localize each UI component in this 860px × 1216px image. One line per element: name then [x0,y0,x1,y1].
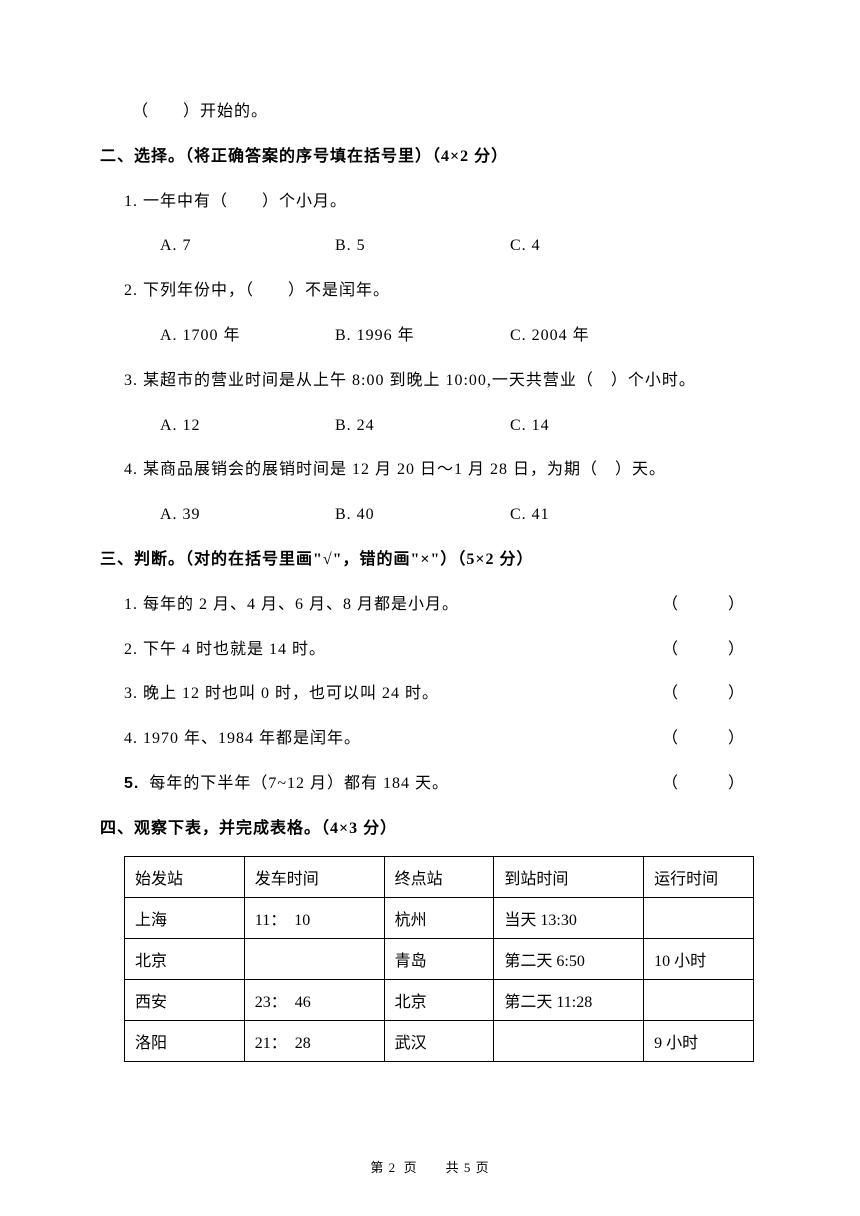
q2-4-opt-a: A. 39 [160,493,335,538]
table-row: 洛阳 21： 28 武汉 9 小时 [125,1020,754,1061]
section-4-title: 四、观察下表，并完成表格。（4×3 分） [100,807,760,852]
q3-5-stem: 5. 每年的下半年（7~12 月）都有 184 天。 [124,762,449,807]
cell [244,938,384,979]
q2-4-opt-c: C. 41 [510,493,685,538]
th-arrive: 到站时间 [494,856,644,897]
table-row: 北京 青岛 第二天 6:50 10 小时 [125,938,754,979]
th-duration: 运行时间 [644,856,754,897]
q2-1-opt-c: C. 4 [510,224,685,269]
q2-1-options: A. 7 B. 5 C. 4 [100,224,760,269]
q2-2-opt-b: B. 1996 年 [335,314,510,359]
cell: 第二天 6:50 [494,938,644,979]
q3-3-paren: （ ） [662,672,750,717]
q3-1-paren: （ ） [662,583,750,628]
q3-2-row: 2. 下午 4 时也就是 14 时。 （ ） [100,628,760,673]
q3-3-stem: 3. 晚上 12 时也叫 0 时，也可以叫 24 时。 [124,672,439,717]
q3-5-paren: （ ） [662,762,750,807]
q3-2-stem: 2. 下午 4 时也就是 14 时。 [124,628,326,673]
cell: 北京 [125,938,245,979]
q2-3-opt-c: C. 14 [510,404,685,449]
cell: 杭州 [384,897,494,938]
page-footer: 第 2 页 共 5 页 [0,1157,860,1176]
q2-1-opt-a: A. 7 [160,224,335,269]
q3-2-paren: （ ） [662,628,750,673]
th-depart: 发车时间 [244,856,384,897]
cell [494,1020,644,1061]
q2-2-options: A. 1700 年 B. 1996 年 C. 2004 年 [100,314,760,359]
table-header-row: 始发站 发车时间 终点站 到站时间 运行时间 [125,856,754,897]
th-end: 终点站 [384,856,494,897]
q2-3-options: A. 12 B. 24 C. 14 [100,404,760,449]
cell: 23： 46 [244,979,384,1020]
q2-4-opt-b: B. 40 [335,493,510,538]
q2-3-stem: 3. 某超市的营业时间是从上午 8:00 到晚上 10:00,一天共营业（ ）个… [100,359,760,404]
cell: 9 小时 [644,1020,754,1061]
q3-4-stem: 4. 1970 年、1984 年都是闰年。 [124,717,361,762]
q2-4-options: A. 39 B. 40 C. 41 [100,493,760,538]
q3-1-stem: 1. 每年的 2 月、4 月、6 月、8 月都是小月。 [124,583,459,628]
cell [644,979,754,1020]
q2-3-opt-b: B. 24 [335,404,510,449]
cell: 洛阳 [125,1020,245,1061]
schedule-table: 始发站 发车时间 终点站 到站时间 运行时间 上海 11： 10 杭州 当天 1… [124,856,754,1062]
cell: 西安 [125,979,245,1020]
q3-4-paren: （ ） [662,717,750,762]
cell: 21： 28 [244,1020,384,1061]
q2-2-opt-a: A. 1700 年 [160,314,335,359]
q2-3-opt-a: A. 12 [160,404,335,449]
cell: 北京 [384,979,494,1020]
q3-4-row: 4. 1970 年、1984 年都是闰年。 （ ） [100,717,760,762]
cell: 上海 [125,897,245,938]
cell: 青岛 [384,938,494,979]
cell [644,897,754,938]
section-2-title: 二、选择。（将正确答案的序号填在括号里）（4×2 分） [100,135,760,180]
q2-2-opt-c: C. 2004 年 [510,314,685,359]
q3-3-row: 3. 晚上 12 时也叫 0 时，也可以叫 24 时。 （ ） [100,672,760,717]
cell: 武汉 [384,1020,494,1061]
cell: 当天 13:30 [494,897,644,938]
q3-5-row: 5. 每年的下半年（7~12 月）都有 184 天。 （ ） [100,762,760,807]
q2-1-opt-b: B. 5 [335,224,510,269]
cell: 第二天 11:28 [494,979,644,1020]
cell: 10 小时 [644,938,754,979]
q2-4-stem: 4. 某商品展销会的展销时间是 12 月 20 日～1 月 28 日，为期（ ）… [100,448,760,493]
section-3-title: 三、判断。（对的在括号里画"√"，错的画"×"）（5×2 分） [100,538,760,583]
th-start: 始发站 [125,856,245,897]
q3-1-row: 1. 每年的 2 月、4 月、6 月、8 月都是小月。 （ ） [100,583,760,628]
q2-1-stem: 1. 一年中有（ ）个小月。 [100,180,760,225]
table-row: 上海 11： 10 杭州 当天 13:30 [125,897,754,938]
top-continuation: （ ）开始的。 [100,90,760,135]
cell: 11： 10 [244,897,384,938]
q2-2-stem: 2. 下列年份中，（ ）不是闰年。 [100,269,760,314]
table-row: 西安 23： 46 北京 第二天 11:28 [125,979,754,1020]
